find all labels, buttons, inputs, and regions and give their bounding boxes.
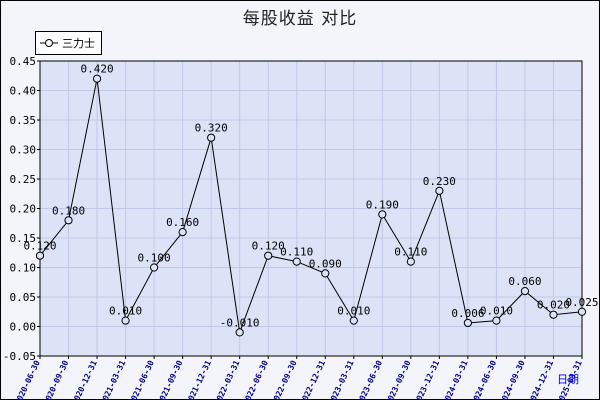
data-label: 0.110 [280, 246, 313, 259]
y-tick-label: 0.00 [10, 321, 37, 334]
x-tick-label: 2022-03-31 [213, 359, 242, 400]
data-point [235, 328, 244, 337]
y-tick-label: -0.05 [3, 350, 36, 363]
x-tick-label: 2024-09-30 [498, 359, 527, 400]
data-label: 0.060 [508, 275, 541, 288]
y-tick-label: 0.30 [10, 144, 37, 157]
data-point [577, 307, 587, 316]
x-tick-label: 2023-03-31 [327, 359, 356, 400]
data-point [321, 269, 330, 278]
x-tick-label: 2021-12-31 [184, 359, 213, 400]
data-label: 0.110 [394, 246, 427, 259]
y-tick-label: 0.45 [10, 55, 37, 68]
x-tick-label: 2022-12-31 [299, 359, 328, 400]
x-tick-label: 2024-06-30 [470, 359, 499, 400]
x-tick-label: 2022-06-30 [242, 359, 271, 400]
data-point [549, 310, 558, 319]
data-label: 0.230 [423, 175, 456, 188]
data-point [292, 257, 301, 266]
x-tick-label: 2023-09-30 [384, 359, 413, 400]
data-label: 0.180 [52, 204, 85, 217]
data-label: 0.006 [451, 307, 484, 320]
x-tick-label: 2023-06-30 [356, 359, 385, 400]
data-label: 0.120 [23, 240, 56, 253]
x-tick-label: 2020-06-30 [13, 359, 42, 400]
series-line [39, 78, 583, 333]
data-point [92, 74, 102, 83]
data-label: 0.160 [166, 216, 199, 229]
x-tick-label: 2024-03-31 [441, 359, 470, 400]
x-tick-label: 2021-03-31 [99, 359, 128, 400]
data-point [264, 251, 273, 260]
data-point [207, 133, 216, 142]
chart-title: 每股收益 对比 [242, 9, 358, 29]
data-point [378, 210, 387, 219]
y-tick-label: 0.40 [10, 85, 37, 98]
data-label: 0.025 [565, 296, 598, 309]
data-point [520, 287, 530, 296]
data-label: 0.100 [138, 252, 171, 265]
data-point [406, 257, 415, 266]
data-label: 0.020 [537, 299, 570, 312]
data-point [435, 186, 444, 195]
x-tick-label: 2021-06-30 [127, 359, 156, 400]
data-point [463, 318, 472, 328]
data-label: -0.010 [220, 316, 260, 329]
x-tick-label: 2021-09-30 [156, 359, 185, 400]
y-tick-label: 0.05 [10, 291, 37, 304]
y-tick-label: 0.10 [10, 262, 37, 275]
data-point [121, 316, 130, 325]
data-point [64, 216, 73, 225]
y-tick-label: 0.20 [10, 203, 37, 216]
x-tick-label: 2023-12-31 [413, 359, 442, 400]
data-label: 0.320 [195, 122, 228, 135]
data-label: 0.090 [309, 257, 342, 270]
data-point [178, 228, 187, 237]
legend-series-label: 三力士 [62, 37, 95, 50]
data-label: 0.010 [109, 305, 142, 318]
data-label: 0.190 [366, 198, 399, 211]
y-tick-label: 0.25 [10, 173, 37, 186]
x-tick-label: 2024-12-31 [527, 359, 556, 400]
y-tick-label: 0.35 [10, 114, 37, 127]
x-tick-label: 2020-09-30 [42, 359, 71, 400]
x-axis-label: 日期 [557, 373, 579, 386]
data-point [492, 316, 501, 325]
legend-marker-icon [40, 39, 58, 47]
plot-border [39, 60, 583, 357]
data-point [150, 263, 159, 272]
x-tick-label: 2022-09-30 [270, 359, 299, 400]
data-label: 0.010 [337, 305, 370, 318]
legend: 三力士 [35, 31, 102, 55]
data-label: 0.420 [80, 63, 113, 76]
x-tick-label: 2020-12-31 [70, 359, 99, 400]
data-label: 0.120 [252, 240, 285, 253]
data-point [35, 251, 45, 260]
data-label: 0.010 [480, 305, 513, 318]
data-point [349, 316, 358, 325]
y-tick-label: 0.15 [10, 232, 37, 245]
